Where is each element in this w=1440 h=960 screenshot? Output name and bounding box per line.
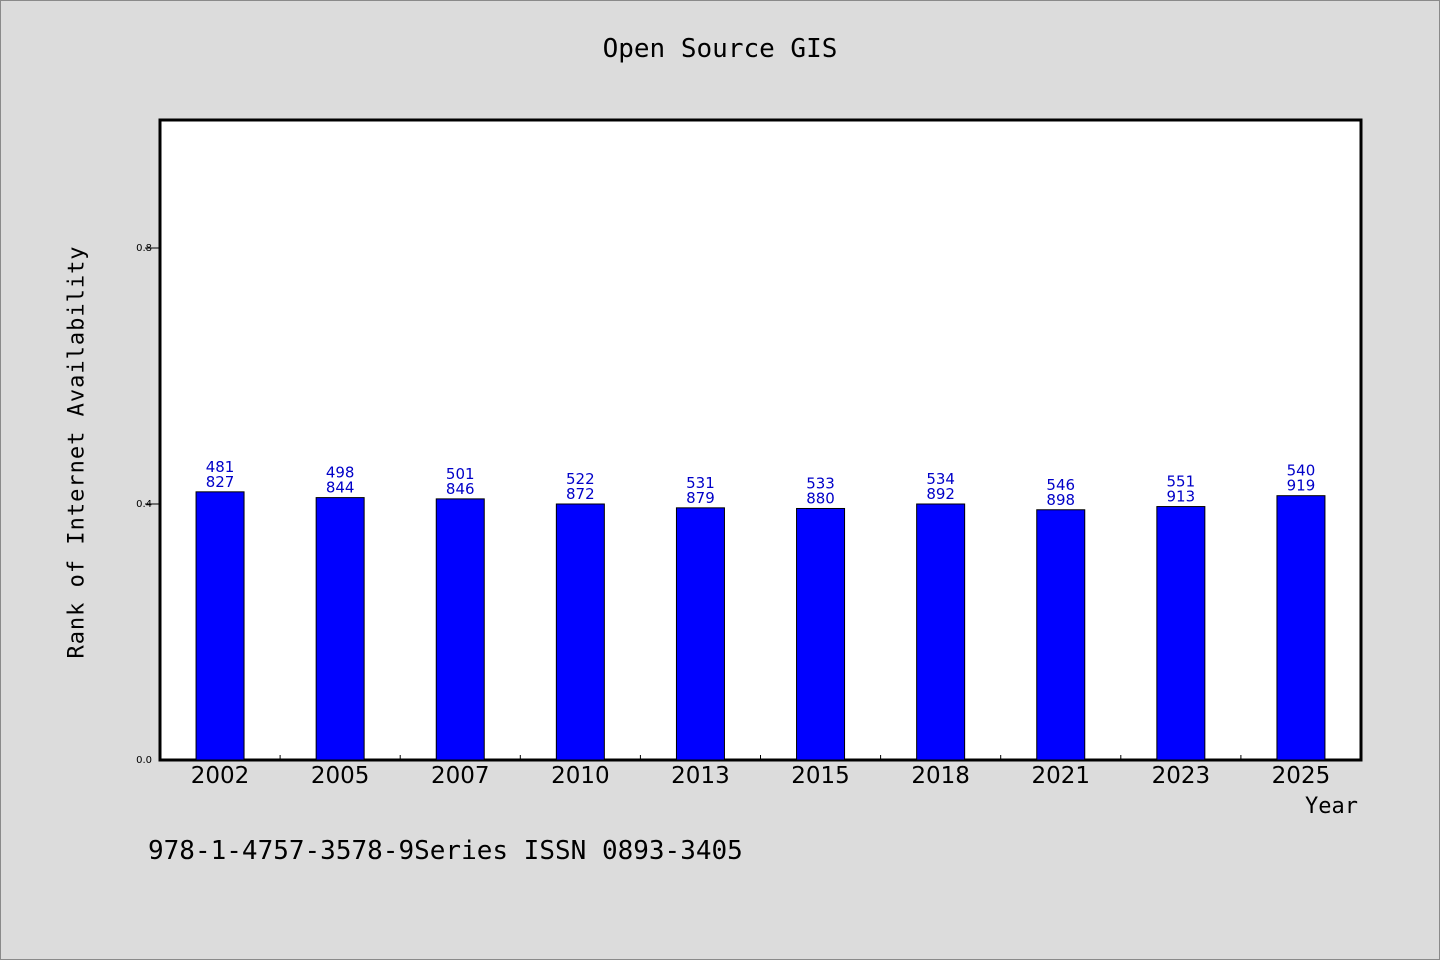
data-label: 534 <box>926 470 955 488</box>
bar <box>796 507 846 761</box>
bar <box>1036 509 1086 761</box>
data-label: 533 <box>806 474 835 492</box>
x-tick-label: 2007 <box>431 763 490 789</box>
data-label: 481 <box>206 458 235 476</box>
bar <box>1156 506 1206 761</box>
data-label: 919 <box>1287 477 1316 495</box>
bar <box>315 497 365 761</box>
data-label: 892 <box>926 485 955 503</box>
x-axis-label: Year <box>1305 794 1358 819</box>
x-tick-label: 2023 <box>1152 763 1211 789</box>
y-tick-label: 0.0 <box>136 755 152 766</box>
bar <box>195 491 245 761</box>
data-label: 913 <box>1167 488 1196 506</box>
data-label: 898 <box>1046 491 1075 509</box>
bar <box>555 503 605 761</box>
data-label: 501 <box>446 465 475 483</box>
data-label: 540 <box>1287 462 1316 480</box>
x-tick-label: 2018 <box>911 763 970 789</box>
data-label: 551 <box>1167 473 1196 491</box>
data-label: 880 <box>806 489 835 507</box>
x-tick-label: 2013 <box>671 763 730 789</box>
data-label: 872 <box>566 485 595 503</box>
data-label: 846 <box>446 480 475 498</box>
y-tick-label: 0.4 <box>136 499 152 510</box>
chart-title: Open Source GIS <box>602 34 838 64</box>
bar <box>435 498 485 761</box>
data-label: 879 <box>686 489 715 507</box>
x-tick-label: 2025 <box>1272 763 1331 789</box>
data-label: 531 <box>686 474 715 492</box>
footer-note: 978-1-4757-3578-9Series ISSN 0893-3405 <box>148 836 743 866</box>
x-tick-label: 2010 <box>551 763 610 789</box>
data-label: 522 <box>566 470 595 488</box>
data-label: 844 <box>326 479 355 497</box>
data-label: 546 <box>1046 476 1075 494</box>
data-label: 498 <box>326 464 355 482</box>
y-tick-label: 0.8 <box>136 243 152 254</box>
bar <box>1276 495 1326 761</box>
bar <box>675 507 725 761</box>
data-label: 827 <box>206 473 235 491</box>
x-tick-label: 2005 <box>311 763 370 789</box>
x-tick-label: 2002 <box>191 763 250 789</box>
bar <box>916 503 966 761</box>
x-tick-label: 2021 <box>1031 763 1090 789</box>
x-tick-label: 2015 <box>791 763 850 789</box>
